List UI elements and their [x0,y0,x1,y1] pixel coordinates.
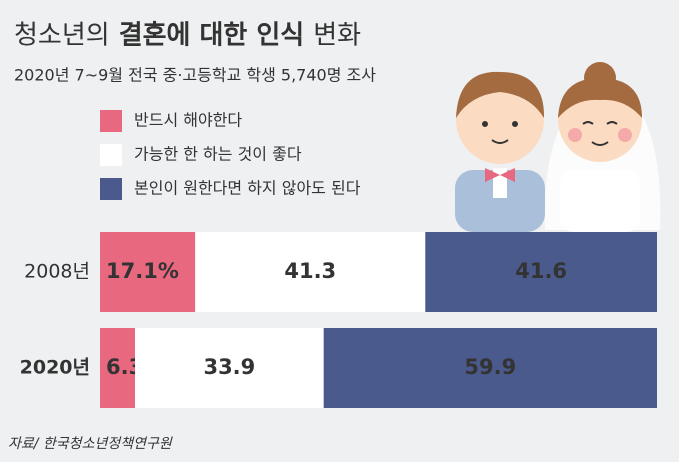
bar-segment [100,232,196,312]
value-label: 17.1% [106,259,179,283]
legend-swatch [100,144,122,166]
illustration [455,62,661,232]
chart-title: 결혼에 대한 인식 [119,21,305,51]
legend-label: 가능한 한 하는 것이 좋다 [134,145,302,164]
bar-segment [323,328,657,408]
value-label: 33.9 [203,355,255,379]
bar-segment [135,328,324,408]
value-label: 41.6 [515,259,567,283]
legend-swatch [100,110,122,132]
legend-label: 반드시 해야한다 [134,111,242,130]
chart-title: 변화 [313,21,361,51]
source: 자료/ 한국청소년정책연구원 [8,436,173,452]
legend-label: 본인이 원한다면 하지 않아도 된다 [134,179,361,198]
value-label: 41.3 [284,259,336,283]
bar-segment [425,232,657,312]
y-tick-label: 2020년 [20,357,90,379]
subtitle: 2020년 7~9월 전국 중·고등학교 학생 5,740명 조사 [14,66,376,85]
y-tick-label: 2008년 [24,261,90,283]
bar-segment [195,232,426,312]
value-label: 59.9 [464,355,516,379]
legend-swatch [100,178,122,200]
chart-title: 청소년의 [14,21,110,51]
bar-segment [100,328,136,408]
